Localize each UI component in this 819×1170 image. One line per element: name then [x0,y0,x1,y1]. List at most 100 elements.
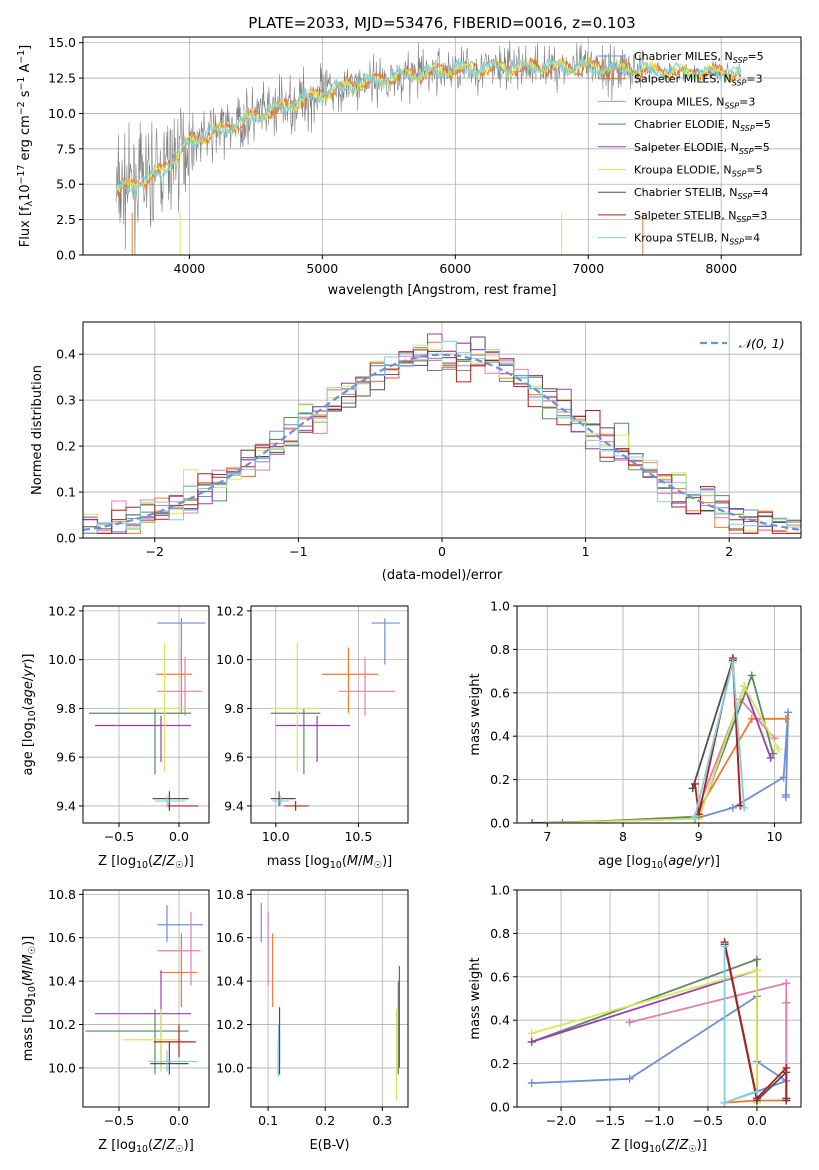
y-tick-label: 0.8 [490,642,510,657]
y-tick-label: 0.0 [490,1100,510,1115]
x-axis-label: E(B-V) [309,1138,349,1153]
gridlines [251,890,408,1107]
y-axis-label: mass weight [468,957,483,1039]
plot-area [115,40,742,255]
plot-area [527,938,791,1107]
x-axis-label: Z [log10(Z/Z☉)] [98,1138,194,1155]
errorbar-kroupa_elodie [122,1009,179,1073]
plot-weight-vs-age: 7 8 9 10 0.0 0.2 0.4 0.6 0.8 1.0 age [log10(age/yr… [468,599,802,871]
data-point [752,1087,761,1096]
plot-area [85,905,203,1075]
series-salpeter_elodie [527,966,761,1107]
data-point [752,955,761,964]
y-tick-label: 7.5 [56,141,76,156]
data-point [720,942,729,951]
plot-area [89,618,206,811]
y-axis-label: Normed distribution [30,365,45,495]
x-axis-label: age [log10(age/yr)] [598,854,720,871]
axes-frame [82,605,210,824]
x-tick-label: −2.0 [546,1113,576,1128]
legend-label-chabrier_miles: Chabrier MILES, NSSP=5 [634,50,764,65]
y-tick-label: 9.4 [56,798,76,813]
legend-label-kroupa_elodie: Kroupa ELODIE, NSSP=5 [634,164,763,179]
x-tick-label: −1 [289,544,307,559]
x-axis-label: mass [log10(M/M☉)] [267,854,393,871]
errorbar-kroupa_stelib [155,796,185,806]
errorbar-kroupa_stelib [149,1050,197,1073]
y-tick-label: 9.8 [56,701,76,716]
y-tick-label: 10.8 [216,887,244,902]
data-point [528,819,537,823]
errorbar-kroupa_elodie [128,642,185,772]
y-tick-label: 10.6 [216,930,244,945]
legend-label-kroupa_miles: Kroupa MILES, NSSP=3 [634,95,755,110]
plot-spectrum: 4000 5000 6000 7000 8000 0.0 2.5 5.0 7.5 10.0 12.5… [16,35,802,298]
x-axis-label: Z [log10(Z/Z☉)] [98,854,194,871]
y-tick-label: 10.0 [216,1060,244,1075]
data-point [728,803,737,812]
legend-label-salpeter_stelib: Salpeter STELIB, NSSP=3 [634,209,767,224]
data-point [558,819,567,823]
plot-area [270,618,400,811]
y-tick-label: 10.0 [48,106,76,121]
x-tick-label: 9 [695,829,703,844]
figure-title: PLATE=2033, MJD=53476, FIBERID=0016, z=0… [248,14,635,32]
legend-label-salpeter_elodie: Salpeter ELODIE, NSSP=5 [634,141,770,156]
data-point [766,753,775,762]
legend-label-kroupa_stelib: Kroupa STELIB, NSSP=4 [634,232,760,247]
y-tick-label: 0.0 [56,531,76,546]
y-tick-label: 0.0 [56,248,76,263]
x-tick-label: 1 [582,544,590,559]
y-tick-label: 0.2 [490,1056,510,1071]
axes-frame [82,889,210,1108]
data-point [690,812,699,821]
y-tick-label: 15.0 [48,35,76,50]
y-tick-label: 9.4 [224,798,244,813]
data-point [527,1079,536,1088]
data-point [782,979,791,988]
legend-label-chabrier_stelib: Chabrier STELIB, NSSP=4 [634,186,768,201]
errorbar-salpeter_miles [322,647,379,714]
legend-label-salpeter_miles: Salpeter MILES, NSSP=3 [634,73,763,88]
series-chabrier_miles [690,708,793,823]
data-point [740,803,749,812]
x-tick-label: −0.5 [104,1113,134,1128]
y-tick-label: 10.4 [48,974,76,989]
data-point [747,671,756,680]
plot-weight-vs-Z: −2.0 −1.5 −1.0 −0.5 0.0 0.0 0.2 0.4 0.6 0.8 1.0 Z [… [468,883,802,1155]
x-tick-label: 0.0 [169,1113,189,1128]
data-point [752,966,761,975]
x-tick-label: 10.5 [344,829,372,844]
x-tick-label: 7000 [572,261,604,276]
histogram-chabrier_elodie [83,347,801,534]
x-tick-label: 6000 [439,261,471,276]
y-tick-label: 0.6 [490,685,510,700]
data-point [784,708,793,717]
histogram-kroupa_stelib [83,340,801,534]
plot-mass-vs-EBV: 0.1 0.2 0.3 10.0 10.2 10.4 10.6 10.8 E(B-V) [216,887,409,1153]
y-tick-label: 10.0 [48,652,76,667]
series-line [531,969,758,1103]
data-point [543,819,552,823]
errorbar-kroupa_miles [157,911,201,986]
errorbar-chabrier_stelib [270,791,296,806]
errorbar-chabrier_miles [371,618,400,665]
y-tick-label: 0.3 [56,393,76,408]
plot-mass-vs-Z: −0.5 0.0 10.0 10.2 10.4 10.6 10.8 Z [log10(Z/Z☉… [21,887,210,1155]
y-tick-label: 9.6 [224,750,244,765]
data-point [728,658,737,667]
y-tick-label: 0.6 [490,969,510,984]
data-point [779,773,788,782]
series-line [694,657,742,815]
data-point [747,714,756,723]
x-tick-label: 8 [619,829,627,844]
errorbar-kroupa_elodie [272,642,321,772]
legend-label-gaussian: 𝒩(0, 1) [739,336,785,351]
x-tick-label: 8000 [705,261,737,276]
x-tick-label: 2 [725,544,733,559]
gaussian-curve [83,353,801,531]
x-tick-label: 0.1 [258,1113,278,1128]
x-tick-label: 0.3 [372,1113,392,1128]
legend-label-chabrier_elodie: Chabrier ELODIE, NSSP=5 [634,118,771,133]
data-point [527,1037,536,1046]
